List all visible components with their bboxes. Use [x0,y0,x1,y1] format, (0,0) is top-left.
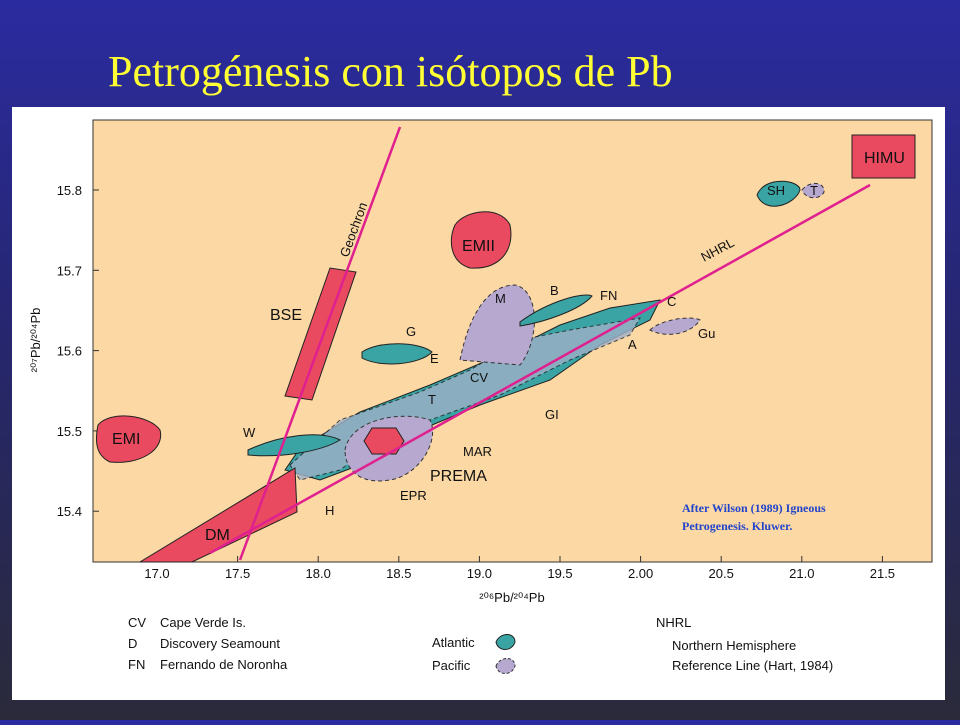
x-tick-label: 17.5 [225,566,250,581]
atlantic-region [247,434,342,457]
bse-box [284,267,357,401]
region-label: T [428,392,436,407]
x-tick-label: 17.0 [144,566,169,581]
caption: Petrogenesis. Kluwer. [682,519,792,533]
x-axis-label: ²⁰⁶Pb/²⁰⁴Pb [479,590,544,605]
x-tick-label: 18.0 [306,566,331,581]
pacific-region [459,284,535,366]
x-tick-label: 21.5 [870,566,895,581]
x-tick-label: 19.0 [467,566,492,581]
end-member-label: BSE [270,307,302,324]
region-label: SH [767,183,785,198]
legend-label: Pacific [432,658,471,673]
region-label: G [406,324,416,339]
axes: 17.0 17.5 18.0 18.5 19.0 19.5 2.00 20.5 21.0 21.5… [28,183,895,605]
abbr-code: CV [128,615,146,630]
atlantic-region [756,180,801,207]
abbr-code: D [128,636,137,651]
geochron-line [238,126,402,561]
region-label: CV [470,370,488,385]
slide-title: Petrogénesis con isótopos de Pb [108,47,673,96]
end-member-label: EMII [462,238,495,255]
region-label: A [628,337,637,352]
x-tick-label: 21.0 [789,566,814,581]
pacific-region [801,183,825,199]
himu-box [851,134,916,179]
atlantic-region [519,294,593,327]
region-label: T [810,183,818,198]
region-label: M [495,291,506,306]
y-tick-label: 15.8 [57,183,82,198]
abbreviations: CV Cape Verde Is. D Discovery Seamount FN Fer… [128,615,288,672]
y-tick-label: 15.5 [57,424,82,439]
abbr-text: Cape Verde Is. [160,615,246,630]
region-label: E [430,351,439,366]
emii-blob [450,211,512,269]
end-member-label: EMI [112,431,140,448]
abbr-code: FN [128,657,145,672]
region-label: GI [545,407,559,422]
region-label: MAR [463,444,492,459]
x-tick-label: 2.00 [628,566,653,581]
region-label: Gu [698,326,715,341]
legend-swatch [495,634,516,650]
note: Northern Hemisphere [672,638,796,653]
y-axis-label: ²⁰⁷Pb/²⁰⁴Pb [28,308,43,373]
y-tick-label: 15.7 [57,263,82,278]
y-tick-label: 15.6 [57,344,82,359]
region-label: C [667,294,676,309]
note: Reference Line (Hart, 1984) [672,658,833,673]
abbr-text: Discovery Seamount [160,636,280,651]
x-tick-label: 18.5 [386,566,411,581]
end-member-label: PREMA [430,468,487,485]
region-label: H [325,503,334,518]
note: NHRL [656,615,691,630]
y-tick-label: 15.4 [57,504,82,519]
abbr-text: Fernando de Noronha [160,657,288,672]
region-labels: SH T M B FN C G Gu A E CV T W GI MAR EPR H [243,183,818,518]
x-tick-label: 20.5 [709,566,734,581]
nhrl-line [209,183,871,555]
region-label: W [243,425,256,440]
emi-blob [96,415,162,463]
region-label: EPR [400,488,427,503]
caption: After Wilson (1989) Igneous [682,501,826,515]
prema-hexagon [363,427,405,455]
atlantic-region [361,343,433,365]
x-tick-label: 19.5 [547,566,572,581]
dm-band [138,467,298,563]
end-member-label: HIMU [864,150,905,167]
end-member-label: DM [205,527,230,544]
legend-swatch [495,658,516,674]
pacific-region [649,317,701,335]
region-label: FN [600,288,617,303]
legend-label: Atlantic [432,635,475,650]
region-label: B [550,283,559,298]
